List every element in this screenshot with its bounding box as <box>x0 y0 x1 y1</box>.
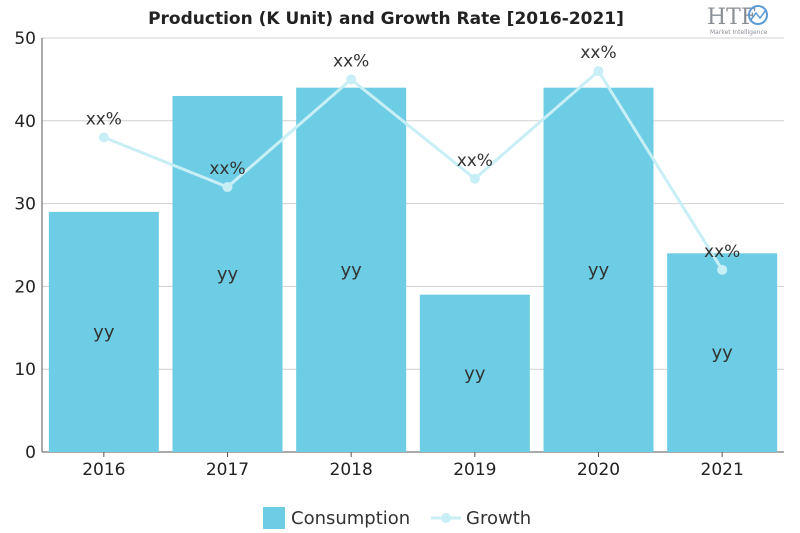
logo-globe-icon <box>748 5 768 25</box>
logo-arrow-icon <box>749 9 767 22</box>
bar-2021 <box>667 253 778 452</box>
bar-label-2018: yy <box>341 260 363 281</box>
bar-label-2017: yy <box>217 264 239 285</box>
htf-logo: HTF Market Intelligence <box>707 5 768 36</box>
growth-point-2020 <box>593 66 604 77</box>
growth-point-2016 <box>98 132 109 143</box>
bar-label-2021: yy <box>712 343 734 364</box>
bar-2019 <box>419 294 530 452</box>
y-tick-40: 40 <box>14 112 36 132</box>
growth-label-2021: xx% <box>704 242 740 262</box>
logo-subtext: Market Intelligence <box>710 29 768 36</box>
y-tick-0: 0 <box>25 443 36 463</box>
growth-label-2016: xx% <box>86 109 122 129</box>
growth-point-2018 <box>346 74 357 85</box>
bars <box>48 87 778 453</box>
bar-label-2016: yy <box>93 322 115 343</box>
y-tick-30: 30 <box>14 195 36 215</box>
x-tick-2018: 2018 <box>330 460 373 480</box>
x-tick-2017: 2017 <box>206 460 249 480</box>
y-tick-labels: 0 10 20 30 40 50 <box>14 29 36 463</box>
y-tick-50: 50 <box>14 29 36 49</box>
legend-consumption-label: Consumption <box>291 508 410 529</box>
logo-text: HTF <box>707 5 756 30</box>
legend: Consumption Growth <box>263 507 531 529</box>
growth-series: xx% xx% xx% xx% xx% xx% <box>86 43 740 275</box>
bar-2016 <box>48 211 159 452</box>
x-tick-labels: 2016 2017 2018 2019 2020 2021 <box>82 452 744 480</box>
growth-label-2019: xx% <box>457 151 493 171</box>
legend-consumption-swatch <box>263 507 285 529</box>
bar-label-2020: yy <box>588 260 610 281</box>
growth-line <box>103 68 724 271</box>
bar-labels: yy yy yy yy yy yy <box>93 260 733 385</box>
legend-growth-marker <box>441 513 451 523</box>
growth-label-2018: xx% <box>333 51 369 71</box>
y-tick-20: 20 <box>14 277 36 297</box>
y-tick-10: 10 <box>14 360 36 380</box>
legend-growth-label: Growth <box>466 508 531 529</box>
growth-point-2021 <box>717 264 728 275</box>
x-tick-2021: 2021 <box>701 460 744 480</box>
chart-title: Production (K Unit) and Growth Rate [201… <box>148 9 624 29</box>
growth-point-2019 <box>469 173 480 184</box>
gridlines <box>42 37 784 453</box>
x-tick-2019: 2019 <box>453 460 496 480</box>
bar-2018 <box>296 87 407 453</box>
bar-label-2019: yy <box>464 363 486 384</box>
x-tick-2020: 2020 <box>577 460 620 480</box>
x-tick-2016: 2016 <box>82 460 125 480</box>
bar-2020 <box>543 87 654 453</box>
growth-label-2020: xx% <box>580 43 616 63</box>
growth-point-2017 <box>222 182 233 193</box>
growth-label-2017: xx% <box>209 159 245 179</box>
